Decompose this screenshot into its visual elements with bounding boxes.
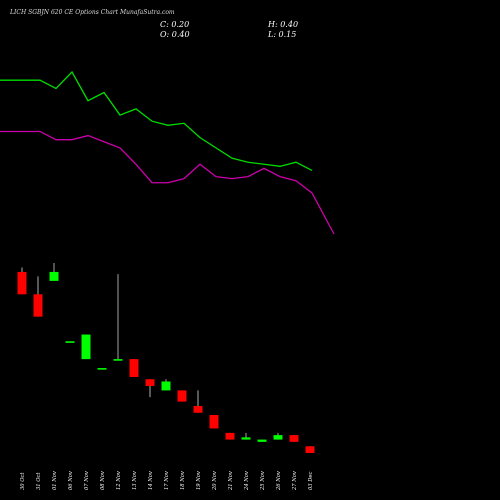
- x-tick-label: 01 Nov: [52, 471, 58, 490]
- x-tick-label: 14 Nov: [148, 471, 154, 490]
- x-tick-label: 30 Oct: [20, 472, 26, 490]
- x-tick-label: 03 Dec: [308, 472, 314, 490]
- x-tick-label: 25 Nov: [260, 471, 266, 491]
- high-value: H: 0.40: [268, 20, 299, 29]
- ma-long-line: [0, 130, 335, 235]
- close-value: C: 0.20: [160, 20, 190, 29]
- candle-body: [161, 381, 171, 391]
- candle-body: [97, 368, 107, 370]
- x-tick-label: 07 Nov: [84, 471, 90, 490]
- x-tick-label: 31 Oct: [36, 472, 42, 490]
- candle-body: [289, 435, 299, 442]
- x-tick-label: 08 Nov: [100, 471, 106, 490]
- x-tick-label: 26 Nov: [276, 471, 282, 491]
- x-tick-label: 19 Nov: [196, 471, 202, 490]
- candle-body: [209, 415, 219, 429]
- candle-body: [65, 341, 75, 343]
- candle-body: [145, 379, 155, 386]
- low-value: L: 0.15: [268, 30, 297, 39]
- x-tick-label: 06 Nov: [68, 471, 74, 490]
- candle-body: [257, 439, 267, 442]
- candle-body: [129, 359, 139, 377]
- candle-body: [193, 406, 203, 413]
- x-tick-label: 12 Nov: [116, 471, 122, 490]
- candle-body: [305, 446, 315, 453]
- x-tick-label: 27 Nov: [292, 471, 298, 491]
- candle-body: [49, 271, 59, 281]
- x-tick-label: 20 Nov: [212, 471, 218, 491]
- candle-body: [81, 334, 91, 360]
- x-tick-label: 13 Nov: [132, 471, 138, 490]
- open-value: O: 0.40: [160, 30, 190, 39]
- candle-body: [273, 435, 283, 440]
- ma-short-line: [0, 70, 313, 172]
- candle-body: [225, 432, 235, 440]
- x-tick-label: 24 Nov: [244, 471, 250, 491]
- candle-body: [33, 294, 43, 317]
- candle-body: [17, 271, 27, 295]
- candle-body: [113, 359, 123, 361]
- x-tick-label: 21 Nov: [228, 471, 234, 491]
- candle-body: [241, 437, 251, 440]
- candle-body: [177, 390, 187, 402]
- chart-title: LICH SGBJN 620 CE Options Chart MunafaSu…: [10, 9, 175, 16]
- x-tick-label: 17 Nov: [164, 471, 170, 490]
- x-tick-label: 18 Nov: [180, 471, 186, 490]
